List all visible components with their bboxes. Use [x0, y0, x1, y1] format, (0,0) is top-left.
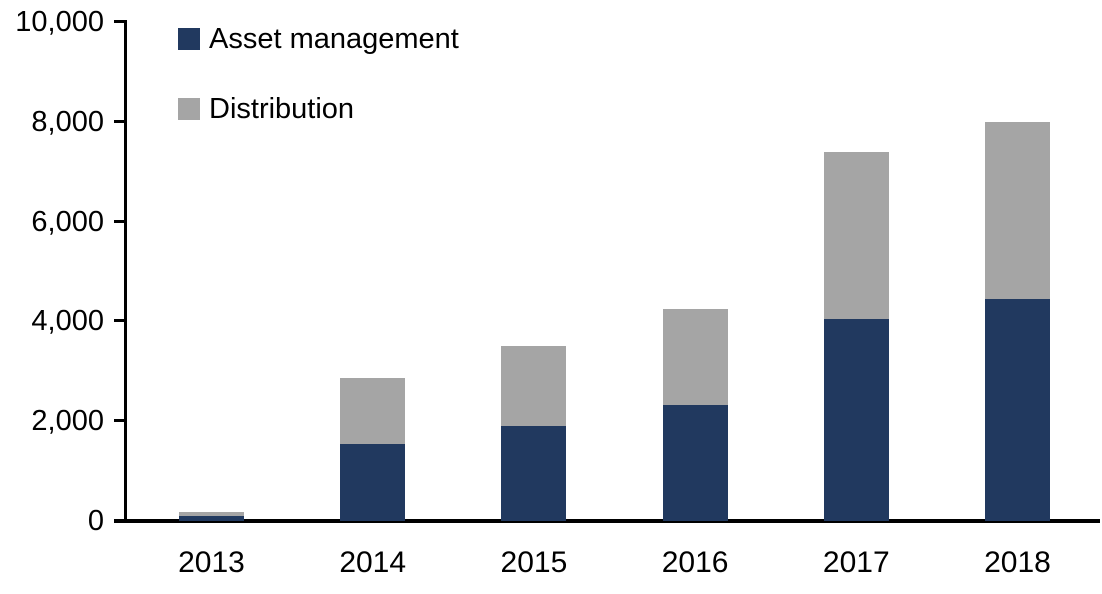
y-tick-label-6-000: 6,000 [31, 205, 104, 238]
bar-segment-2013-distribution [179, 512, 244, 516]
bar-segment-2015-asset-management [501, 426, 567, 521]
legend-item-asset-management: Asset management [178, 23, 459, 55]
bar-segment-2018-distribution [985, 121, 1050, 300]
y-tick-label-4-000: 4,000 [31, 305, 104, 338]
x-axis-label-2016: 2016 [661, 546, 729, 579]
bar-segment-2016-asset-management [662, 404, 728, 521]
bar-segment-2014-asset-management [340, 443, 406, 521]
legend-label-distribution: Distribution [209, 93, 355, 125]
bar-segment-2015-distribution [501, 346, 567, 427]
y-tick-label-2-000: 2,000 [31, 405, 104, 438]
y-axis-line [124, 20, 127, 523]
y-tick-mark [114, 119, 124, 123]
bar-segment-2016-distribution [662, 308, 728, 405]
x-axis-label-2014: 2014 [339, 546, 407, 579]
x-axis-label-2015: 2015 [500, 546, 568, 579]
legend-item-distribution: Distribution [178, 93, 459, 125]
x-axis-label-2017: 2017 [822, 546, 890, 579]
chart-legend: Asset management Distribution [178, 23, 459, 125]
y-tick-mark [114, 20, 124, 23]
y-tick-label-0: 0 [87, 505, 104, 537]
bar-segment-2017-asset-management [823, 318, 889, 521]
y-tick-mark [114, 319, 124, 323]
x-axis-label-2018: 2018 [984, 546, 1051, 579]
bar-segment-2017-distribution [823, 152, 889, 319]
y-tick-mark [114, 219, 124, 223]
x-axis-label-2013: 2013 [178, 546, 245, 579]
y-tick-mark [114, 419, 124, 423]
legend-label-asset-management: Asset management [209, 23, 459, 55]
legend-swatch-distribution [178, 98, 200, 120]
y-tick-label-8-000: 8,000 [31, 105, 104, 138]
bar-segment-2018-asset-management [985, 299, 1050, 521]
bar-segment-2013-asset-management [179, 516, 244, 521]
y-tick-label-10-000: 10,000 [15, 6, 104, 38]
legend-swatch-asset-management [178, 28, 200, 50]
x-axis-line [114, 519, 1100, 523]
bar-segment-2014-distribution [340, 377, 406, 444]
